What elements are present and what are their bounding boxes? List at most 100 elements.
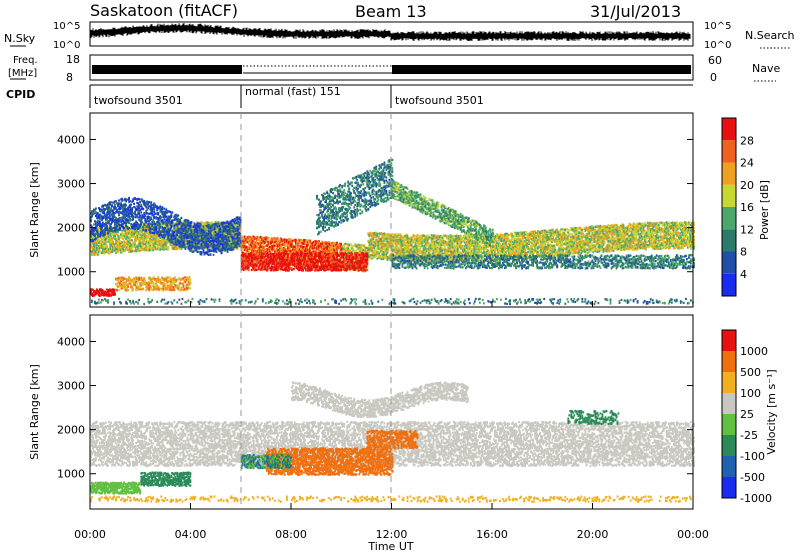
heatmap-cell: [246, 246, 248, 248]
heatmap-cell: [285, 245, 287, 247]
heatmap-cell: [145, 235, 147, 237]
nave-label: Nave: [752, 62, 780, 75]
heatmap-cell: [257, 236, 259, 238]
heatmap-cell: [301, 240, 303, 242]
heatmap-cell: [280, 246, 282, 248]
heatmap-cell: [124, 250, 126, 252]
heatmap-cell: [388, 250, 390, 252]
heatmap-cell: [137, 246, 139, 248]
heatmap-cell: [274, 245, 276, 247]
heatmap-cell: [326, 248, 328, 250]
nsky-label: N.Sky: [4, 32, 36, 45]
heatmap-cell: [345, 250, 347, 252]
heatmap-cell: [304, 243, 306, 245]
heatmap-cell: [139, 242, 141, 244]
heatmap-cell: [131, 239, 133, 241]
heatmap-cell: [392, 233, 394, 235]
heatmap-cell: [116, 241, 118, 243]
heatmap-cell: [143, 239, 145, 241]
heatmap-cell: [414, 235, 416, 237]
heatmap-cell: [269, 246, 271, 248]
heatmap-cell: [131, 250, 133, 252]
heatmap-cell: [384, 234, 386, 236]
heatmap-cell: [159, 237, 161, 239]
freq-bar-segment-3: [392, 65, 691, 74]
heatmap-cell: [152, 249, 154, 251]
heatmap-cell: [101, 236, 103, 238]
heatmap-cell: [307, 239, 309, 241]
heatmap-cell: [298, 242, 300, 244]
nsearch-tick-bottom: 10^0: [704, 40, 731, 51]
heatmap-cell: [280, 241, 282, 243]
power-heatmap-cells: [90, 159, 695, 305]
freq-label: Freq.: [13, 55, 38, 66]
nsky-trace-path: [90, 23, 690, 41]
heatmap-cell: [343, 246, 345, 248]
station-title: Saskatoon (fitACF): [90, 1, 238, 20]
heatmap-cell: [256, 239, 258, 241]
heatmap-cell: [407, 235, 409, 237]
heatmap-cell: [384, 247, 386, 249]
heatmap-cell: [340, 243, 342, 245]
heatmap-cell: [370, 243, 372, 245]
heatmap-cell: [135, 240, 137, 242]
freq-tick-top: 18: [66, 53, 80, 66]
heatmap-cell: [116, 248, 118, 250]
heatmap-cell: [336, 242, 338, 244]
nsky-trace: [90, 23, 690, 41]
heatmap-cell: [386, 254, 388, 256]
heatmap-cell: [186, 246, 188, 248]
heatmap-cell: [348, 244, 350, 246]
heatmap-cell: [111, 238, 113, 240]
heatmap-cell: [167, 247, 169, 249]
heatmap-cell: [378, 235, 380, 237]
nsky-tick-top: 10^5: [53, 21, 80, 32]
heatmap-cell: [376, 233, 378, 235]
heatmap-cell: [277, 237, 279, 239]
heatmap-cell: [301, 244, 303, 246]
heatmap-cell: [352, 245, 354, 247]
freq-tick-bottom: 8: [66, 71, 73, 84]
heatmap-cell: [397, 245, 399, 247]
heatmap-cell: [131, 247, 133, 249]
heatmap-cell: [144, 243, 146, 245]
heatmap-cell: [315, 250, 317, 252]
heatmap-cell: [334, 247, 336, 249]
heatmap-cell: [114, 235, 116, 237]
heatmap-cell: [387, 259, 389, 261]
heatmap-cell: [365, 247, 367, 249]
nsearch-tick-top: 10^5: [704, 21, 731, 32]
cpid-label: CPID: [6, 88, 35, 101]
heatmap-cell: [355, 249, 357, 251]
heatmap-cell: [257, 247, 259, 249]
heatmap-cell: [165, 246, 167, 248]
heatmap-cell: [105, 241, 107, 243]
heatmap-cell: [386, 235, 388, 237]
heatmap-cell: [410, 252, 412, 254]
heatmap-cell: [333, 242, 335, 244]
heatmap-cell: [142, 245, 144, 247]
heatmap-cell: [266, 236, 268, 238]
heatmap-cell: [399, 247, 401, 249]
heatmap-cell: [362, 249, 364, 251]
heatmap-cell: [242, 236, 244, 238]
nave-tick-bottom: 0: [710, 71, 717, 84]
cpid-segment-3: twofsound 3501: [395, 94, 484, 107]
heatmap-cell: [99, 240, 101, 242]
heatmap-cell: [286, 250, 288, 252]
beam-label: Beam 13: [355, 2, 427, 21]
heatmap-cell: [135, 250, 137, 252]
heatmap-cell: [121, 231, 123, 233]
heatmap-cell: [96, 244, 98, 246]
heatmap-cell: [319, 247, 321, 249]
heatmap-cell: [268, 237, 270, 239]
heatmap-cell: [408, 247, 410, 249]
heatmap-cell: [411, 239, 413, 241]
freq-bar-segment-1: [92, 65, 242, 74]
heatmap-cell: [368, 242, 370, 244]
heatmap-cell: [263, 246, 265, 248]
heatmap-cell: [119, 240, 121, 242]
heatmap-cell: [292, 240, 294, 242]
heatmap-cell: [315, 240, 317, 242]
